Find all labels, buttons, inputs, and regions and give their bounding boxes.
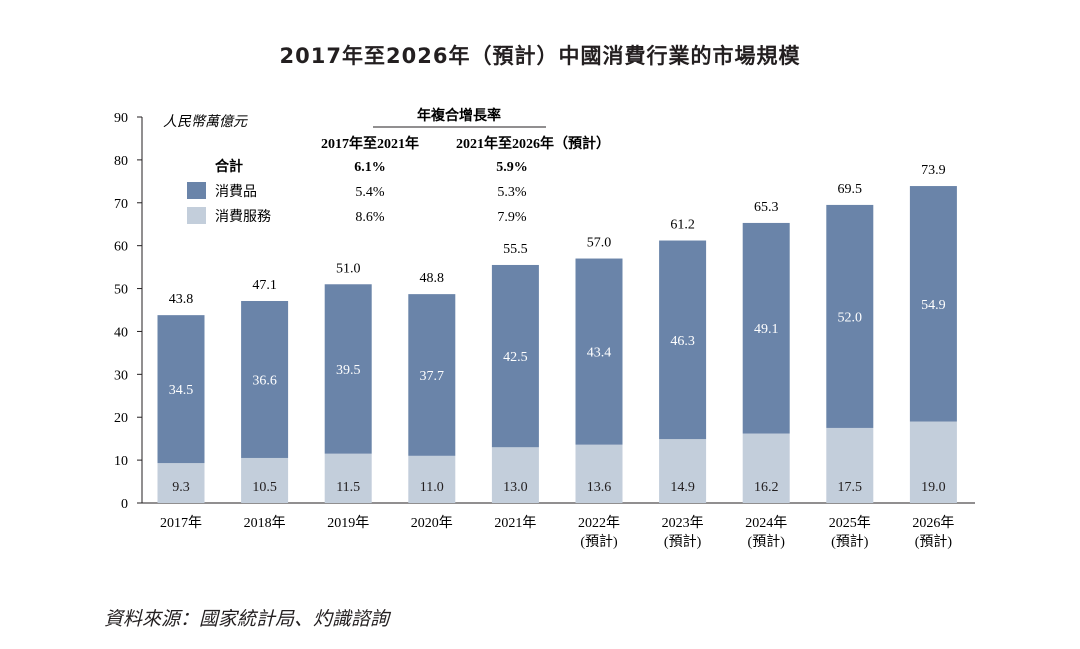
- data-label-consumer-services: 13.0: [503, 480, 528, 495]
- bar-segment-consumer-services: [909, 421, 957, 503]
- y-tick-label: 70: [114, 197, 128, 212]
- bar-segment-consumer-goods: [826, 204, 874, 428]
- x-tick-note: (預計): [664, 534, 702, 550]
- data-label-total: 57.0: [587, 236, 612, 251]
- legend-swatch: [187, 207, 206, 224]
- data-label-consumer-goods: 54.9: [921, 298, 946, 313]
- data-label-consumer-goods: 43.4: [587, 346, 612, 361]
- legend-swatch: [187, 182, 206, 199]
- data-label-consumer-services: 10.5: [252, 480, 277, 495]
- x-tick-label: 2025年: [829, 515, 871, 531]
- data-label-total: 51.0: [336, 261, 361, 276]
- x-tick-label: 2024年: [745, 515, 787, 531]
- bar-segment-consumer-goods: [408, 294, 456, 456]
- x-tick-label: 2022年: [578, 515, 620, 531]
- y-tick-label: 40: [114, 325, 128, 340]
- data-label-consumer-services: 13.6: [587, 480, 612, 495]
- y-tick-label: 10: [114, 454, 128, 469]
- cagr-value-period-1: 8.6%: [355, 210, 385, 225]
- legend-label: 消費品: [215, 184, 257, 200]
- data-label-consumer-goods: 39.5: [336, 363, 361, 378]
- data-label-consumer-services: 9.3: [172, 480, 190, 495]
- bar-segment-consumer-services: [157, 463, 205, 503]
- y-tick-label: 30: [114, 368, 128, 383]
- source-note: 資料來源：國家統計局、灼識諮詢: [104, 608, 390, 630]
- cagr-header: 年複合增長率: [417, 107, 501, 124]
- x-tick-label: 2021年: [494, 515, 536, 531]
- data-label-total: 43.8: [169, 292, 194, 307]
- data-label-total: 55.5: [503, 242, 528, 257]
- cagr-value-period-2: 7.9%: [497, 210, 527, 225]
- y-tick-label: 0: [121, 497, 128, 512]
- bar-segment-consumer-services: [241, 457, 289, 503]
- data-label-consumer-goods: 36.6: [252, 373, 277, 388]
- bar-segment-consumer-goods: [742, 222, 790, 434]
- data-label-consumer-goods: 37.7: [420, 369, 445, 384]
- data-label-consumer-services: 11.0: [420, 480, 444, 495]
- data-label-consumer-services: 17.5: [838, 480, 863, 495]
- data-label-total: 47.1: [252, 278, 277, 293]
- bar-segment-consumer-goods: [659, 240, 707, 440]
- cagr-value-period-1: 5.4%: [355, 185, 385, 200]
- data-label-total: 73.9: [921, 163, 946, 178]
- bar-segment-consumer-services: [826, 427, 874, 503]
- data-label-total: 61.2: [670, 218, 695, 233]
- data-label-consumer-goods: 42.5: [503, 350, 528, 365]
- x-tick-label: 2026年: [912, 515, 954, 531]
- x-tick-label: 2018年: [244, 515, 286, 531]
- y-tick-label: 80: [114, 154, 128, 169]
- bar-segment-consumer-goods: [575, 258, 623, 445]
- bar-segment-consumer-goods: [909, 186, 957, 422]
- bar-segment-consumer-goods: [324, 284, 372, 454]
- chart-title: 2017年至2026年（預計）中國消費行業的市場規模: [279, 44, 801, 68]
- data-label-consumer-services: 16.2: [754, 480, 779, 495]
- bar-segment-consumer-services: [659, 439, 707, 503]
- bar-segment-consumer-services: [575, 444, 623, 503]
- data-label-consumer-services: 11.5: [336, 480, 360, 495]
- data-label-total: 69.5: [838, 182, 863, 197]
- y-axis-unit-label: 人民幣萬億元: [163, 114, 248, 130]
- cagr-period-2: 2021年至2026年（預計）: [456, 135, 610, 152]
- y-tick-label: 90: [114, 111, 128, 126]
- data-label-consumer-goods: 52.0: [838, 310, 863, 325]
- x-tick-note: (預計): [831, 534, 869, 550]
- x-tick-label: 2019年: [327, 515, 369, 531]
- data-label-consumer-services: 14.9: [670, 480, 695, 495]
- cagr-value-period-1: 6.1%: [354, 160, 386, 175]
- cagr-value-period-2: 5.3%: [497, 185, 527, 200]
- data-label-total: 48.8: [420, 271, 445, 286]
- y-tick-label: 20: [114, 411, 128, 426]
- x-tick-label: 2020年: [411, 515, 453, 531]
- data-label-consumer-services: 19.0: [921, 480, 946, 495]
- x-tick-label: 2023年: [662, 515, 704, 531]
- bar-segment-consumer-goods: [241, 300, 289, 458]
- bar-segment-consumer-goods: [157, 315, 205, 464]
- bar-segment-consumer-services: [491, 447, 539, 503]
- x-tick-note: (預計): [580, 534, 618, 550]
- data-label-total: 65.3: [754, 200, 779, 215]
- cagr-period-1: 2017年至2021年: [321, 135, 419, 152]
- x-tick-label: 2017年: [160, 515, 202, 531]
- data-label-consumer-goods: 49.1: [754, 322, 779, 337]
- bar-segment-consumer-services: [324, 453, 372, 503]
- data-label-consumer-goods: 46.3: [670, 334, 695, 349]
- data-label-consumer-goods: 34.5: [169, 383, 194, 398]
- cagr-value-period-2: 5.9%: [496, 160, 528, 175]
- bar-segment-consumer-services: [742, 433, 790, 503]
- y-tick-label: 60: [114, 240, 128, 255]
- bar-segment-consumer-goods: [491, 264, 539, 448]
- y-tick-label: 50: [114, 283, 128, 298]
- x-tick-note: (預計): [915, 534, 953, 550]
- legend-label: 消費服務: [215, 209, 271, 225]
- cagr-row-label-total: 合計: [215, 158, 243, 175]
- bar-segment-consumer-services: [408, 455, 456, 503]
- x-tick-note: (預計): [748, 534, 786, 550]
